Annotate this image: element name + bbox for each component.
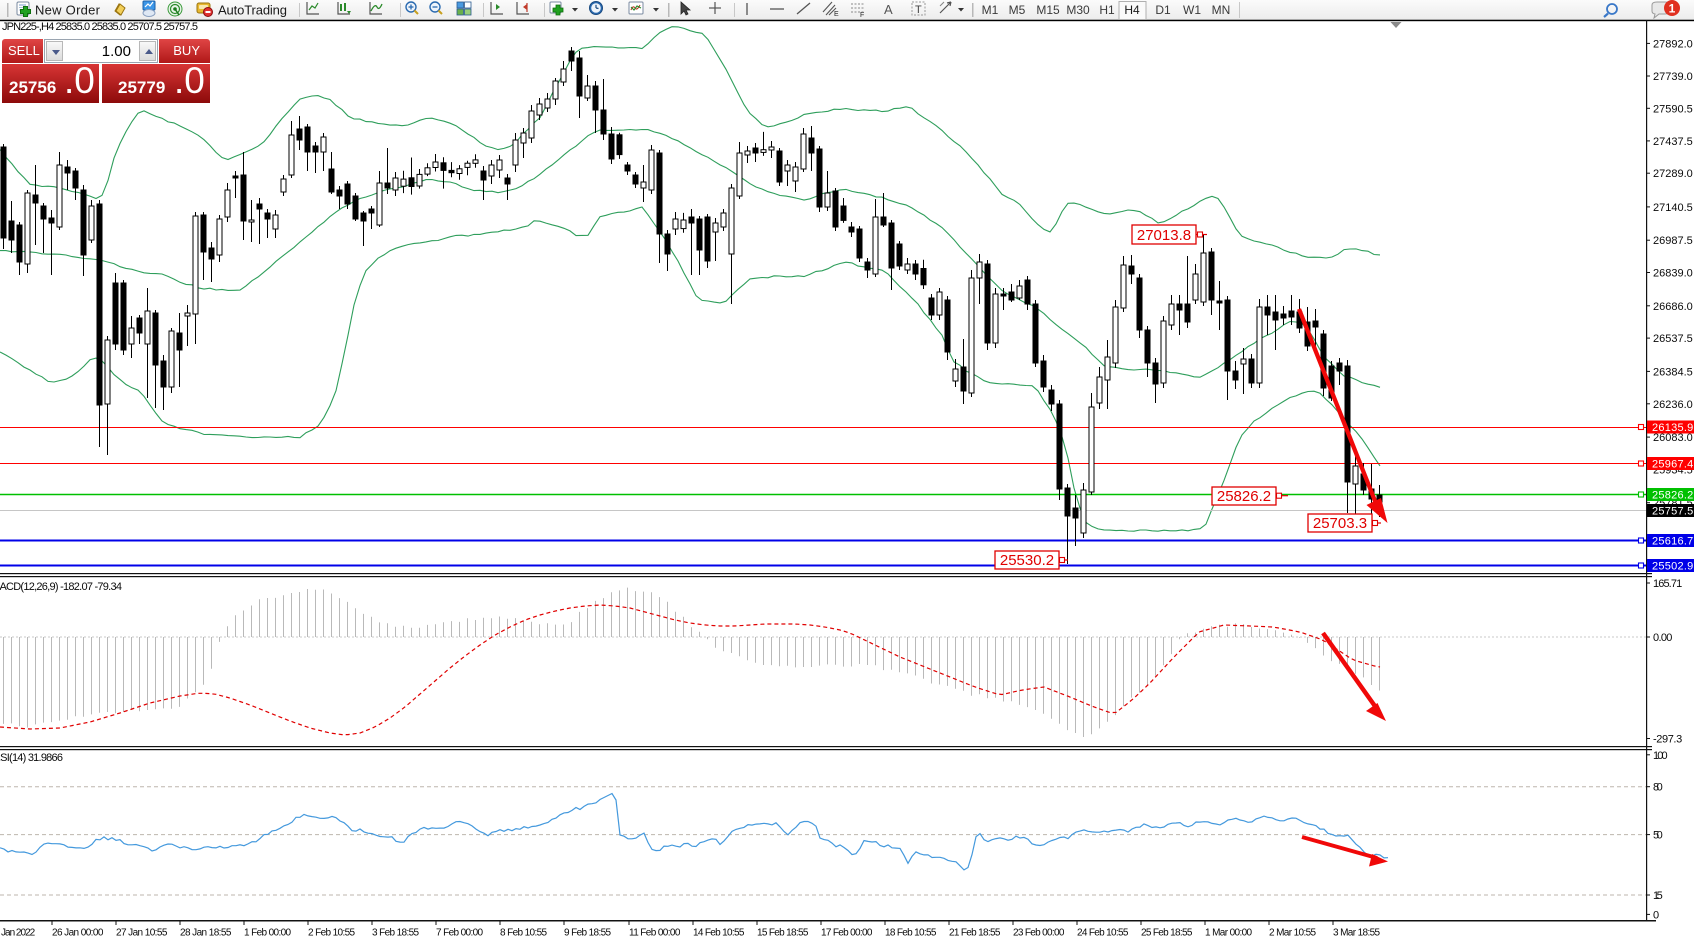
svg-text:15: 15 [1653,890,1663,902]
svg-text:11 Feb 00:00: 11 Feb 00:00 [629,928,681,939]
svg-text:18 Feb 10:55: 18 Feb 10:55 [885,928,937,939]
svg-text:0.00: 0.00 [1653,632,1672,644]
svg-text:28 Jan 18:55: 28 Jan 18:55 [180,928,232,939]
svg-text:27289.0: 27289.0 [1653,168,1693,180]
svg-text:25757.5: 25757.5 [1652,506,1693,518]
svg-text:-297.3: -297.3 [1653,734,1682,746]
svg-text:26384.5: 26384.5 [1653,366,1693,378]
svg-text:9 Feb 18:55: 9 Feb 18:55 [564,928,612,939]
svg-text:3 Mar 18:55: 3 Mar 18:55 [1333,928,1381,939]
svg-text:15 Feb 18:55: 15 Feb 18:55 [757,928,809,939]
svg-text:25 Feb 18:55: 25 Feb 18:55 [1141,928,1193,939]
svg-text:RSI(14) 31.9866: RSI(14) 31.9866 [0,752,63,764]
svg-text:1 Feb 00:00: 1 Feb 00:00 [244,928,292,939]
svg-text:AutoTrading: AutoTrading [218,3,287,18]
svg-text:D1: D1 [1155,3,1171,17]
svg-text:26537.5: 26537.5 [1653,333,1693,345]
svg-text:26987.5: 26987.5 [1653,235,1693,247]
svg-text:F: F [860,12,864,19]
svg-text:26 Jan 00:00: 26 Jan 00:00 [52,928,104,939]
svg-text:M15: M15 [1036,3,1060,17]
svg-text:80: 80 [1653,782,1663,794]
svg-text:H4: H4 [1124,3,1140,17]
svg-text:26083.0: 26083.0 [1653,432,1693,444]
svg-text:E: E [834,11,839,18]
svg-text:26686.0: 26686.0 [1653,301,1693,313]
svg-text:27 Jan 10:55: 27 Jan 10:55 [116,928,168,939]
svg-text:W1: W1 [1183,3,1201,17]
svg-text:0: 0 [1653,909,1659,921]
svg-text:MN: MN [1212,3,1231,17]
svg-text:1 Mar 00:00: 1 Mar 00:00 [1205,928,1253,939]
svg-text:27590.5: 27590.5 [1653,103,1693,115]
svg-text:25826.2: 25826.2 [1652,490,1693,502]
svg-text:25616.7: 25616.7 [1652,536,1693,548]
svg-text:24 Feb 10:55: 24 Feb 10:55 [1077,928,1129,939]
svg-text:14 Feb 10:55: 14 Feb 10:55 [693,928,745,939]
svg-text:25703.3: 25703.3 [1313,515,1367,532]
svg-text:Jan 2022: Jan 2022 [1,928,36,939]
svg-text:A: A [884,2,893,17]
svg-text:23 Feb 00:00: 23 Feb 00:00 [1013,928,1065,939]
svg-text:JPN225-,H4 25835.0 25835.0 25: JPN225-,H4 25835.0 25835.0 25707.5 25757… [2,21,198,33]
svg-text:165.71: 165.71 [1653,578,1682,590]
svg-text:M1: M1 [982,3,999,17]
svg-text:17 Feb 00:00: 17 Feb 00:00 [821,928,873,939]
svg-text:8 Feb 10:55: 8 Feb 10:55 [500,928,548,939]
svg-text:2 Mar 10:55: 2 Mar 10:55 [1269,928,1317,939]
svg-text:26839.0: 26839.0 [1653,268,1693,280]
svg-text:27140.5: 27140.5 [1653,202,1693,214]
svg-text:M30: M30 [1066,3,1090,17]
svg-text:27892.0: 27892.0 [1653,38,1693,50]
svg-text:MACD(12,26,9) -182.07 -79.34: MACD(12,26,9) -182.07 -79.34 [0,581,122,593]
svg-text:27013.8: 27013.8 [1137,227,1191,244]
svg-text:H1: H1 [1099,3,1115,17]
svg-text:25967.4: 25967.4 [1652,459,1693,471]
svg-text:26135.9: 26135.9 [1652,422,1693,434]
svg-text:100: 100 [1653,750,1668,762]
svg-text:3 Feb 18:55: 3 Feb 18:55 [372,928,420,939]
svg-text:T: T [915,4,922,16]
svg-text:25502.9: 25502.9 [1652,561,1693,573]
svg-text:27739.0: 27739.0 [1653,71,1693,83]
svg-text:1: 1 [1669,2,1676,16]
svg-text:2 Feb 10:55: 2 Feb 10:55 [308,928,356,939]
svg-text:New Order: New Order [35,3,101,18]
svg-text:25530.2: 25530.2 [1000,552,1054,569]
svg-text:26236.0: 26236.0 [1653,399,1693,411]
svg-text:7 Feb 00:00: 7 Feb 00:00 [436,928,484,939]
svg-text:27437.5: 27437.5 [1653,136,1693,148]
svg-text:50: 50 [1653,830,1663,842]
svg-text:21 Feb 18:55: 21 Feb 18:55 [949,928,1001,939]
svg-text:25826.2: 25826.2 [1217,488,1271,505]
svg-text:M5: M5 [1009,3,1026,17]
